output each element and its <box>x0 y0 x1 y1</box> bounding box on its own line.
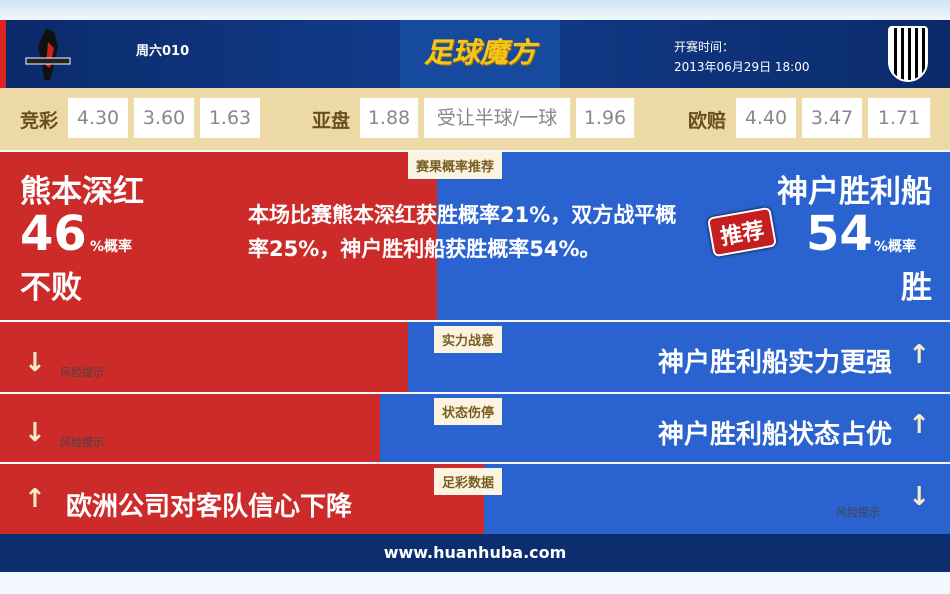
jingcai-label: 竞彩 <box>20 110 59 132</box>
time-value: 2013年06月29日 18:00 <box>674 60 810 74</box>
odds-value: 4.40 <box>736 98 796 138</box>
home-team-name: 熊本深红 <box>20 174 144 210</box>
away-prob-unit: %概率 <box>874 239 917 255</box>
result-tag: 赛果概率推荐 <box>408 152 503 179</box>
home-prob-unit: %概率 <box>90 239 133 255</box>
away-team-logo <box>888 26 928 82</box>
row-tag: 状态伤停 <box>434 398 503 425</box>
oupei-label: 欧赔 <box>688 110 727 132</box>
away-team-name: 神户胜利船 <box>777 174 932 210</box>
yapan-label: 亚盘 <box>312 110 351 132</box>
home-prob: 46 <box>20 206 87 262</box>
arrow-up-icon: ↑ <box>24 484 46 514</box>
home-verdict: 不败 <box>20 270 82 306</box>
odds-value: 3.60 <box>134 98 194 138</box>
row-tag: 足彩数据 <box>434 468 503 495</box>
row-text: 欧洲公司对客队信心下降 <box>66 492 353 522</box>
odds-value: 1.63 <box>200 98 260 138</box>
odds-value: 1.96 <box>576 98 634 138</box>
arrow-up-icon: ↑ <box>908 340 930 370</box>
arrow-down-icon: ↓ <box>24 418 46 448</box>
result-summary: 本场比赛熊本深红获胜概率21%，双方战平概率25%，神户胜利船获胜概率54%。 <box>248 203 677 261</box>
arrow-down-icon: ↓ <box>24 348 46 378</box>
handicap-value: 受让半球/一球 <box>424 98 570 138</box>
header: 周六010 足球魔方 开赛时间： 2013年06月29日 18:00 <box>0 20 950 88</box>
time-label: 开赛时间： <box>674 40 735 54</box>
risk-hint: 风险提示 <box>60 366 104 379</box>
odds-value: 1.88 <box>360 98 418 138</box>
brand-logo: 足球魔方 <box>400 20 560 88</box>
row-text: 神户胜利船状态占优 <box>657 420 892 450</box>
row-text: 神户胜利船实力更强 <box>657 348 892 378</box>
row-tag: 实力战意 <box>434 326 503 353</box>
footer-url[interactable]: www.huanhuba.com <box>0 534 950 572</box>
odds-value: 4.30 <box>68 98 128 138</box>
arrow-down-icon: ↓ <box>908 482 930 512</box>
match-code: 周六010 <box>136 44 190 59</box>
risk-hint: 风险提示 <box>836 506 880 519</box>
away-prob: 54 <box>806 206 873 262</box>
risk-hint: 风险提示 <box>60 436 104 449</box>
away-verdict: 胜 <box>901 270 932 306</box>
home-team-logo <box>25 28 71 80</box>
arrow-up-icon: ↑ <box>908 410 930 440</box>
odds-bar: 竞彩 4.30 3.60 1.63 亚盘 1.88 受让半球/一球 1.96 欧… <box>0 88 950 150</box>
odds-value: 3.47 <box>802 98 862 138</box>
odds-value: 1.71 <box>868 98 930 138</box>
